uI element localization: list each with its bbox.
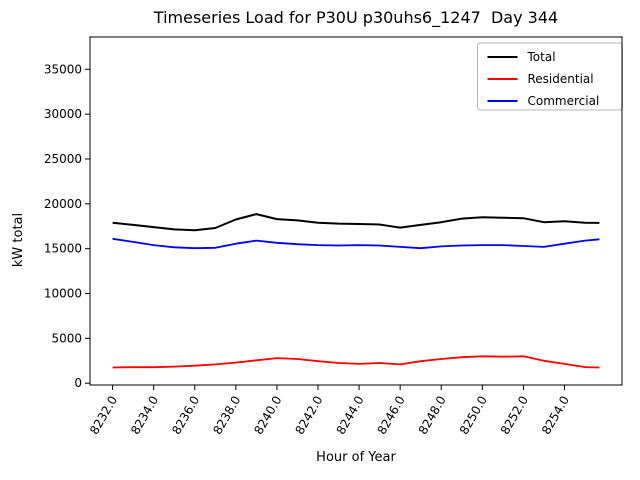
series-line-commercial xyxy=(112,237,600,250)
x-tick-label: 8248.0 xyxy=(416,394,449,437)
y-tick-label: 5000 xyxy=(51,331,82,345)
series-line-residential xyxy=(112,355,600,369)
x-tick-label: 8250.0 xyxy=(457,394,490,437)
legend-label-commercial: Commercial xyxy=(528,94,600,108)
x-tick-label: 8242.0 xyxy=(292,394,325,437)
y-tick-label: 30000 xyxy=(44,107,82,121)
x-axis-label: Hour of Year xyxy=(316,450,396,465)
x-tick-label: 8238.0 xyxy=(210,394,243,437)
y-axis-label: kW total xyxy=(11,213,26,267)
x-tick-label: 8236.0 xyxy=(169,394,202,437)
x-tick-label: 8252.0 xyxy=(498,394,531,437)
legend-label-residential: Residential xyxy=(528,72,594,86)
y-tick-label: 15000 xyxy=(44,242,82,256)
chart-title: Timeseries Load for P30U p30uhs6_1247 Da… xyxy=(153,8,558,28)
y-tick-label: 35000 xyxy=(44,62,82,76)
x-tick-label: 8240.0 xyxy=(251,394,284,437)
x-tick-label: 8234.0 xyxy=(128,394,161,437)
y-tick-label: 20000 xyxy=(44,197,82,211)
x-tick-label: 8244.0 xyxy=(334,394,367,437)
y-tick-label: 10000 xyxy=(44,287,82,301)
x-tick-label: 8254.0 xyxy=(539,394,572,437)
axes-spines xyxy=(89,36,623,386)
legend-label-total: Total xyxy=(527,50,556,64)
x-tick-label: 8232.0 xyxy=(87,394,120,437)
y-tick-label: 0 xyxy=(74,376,82,390)
y-tick-label: 25000 xyxy=(44,152,82,166)
series-line-total xyxy=(112,213,600,232)
x-tick-label: 8246.0 xyxy=(375,394,408,437)
